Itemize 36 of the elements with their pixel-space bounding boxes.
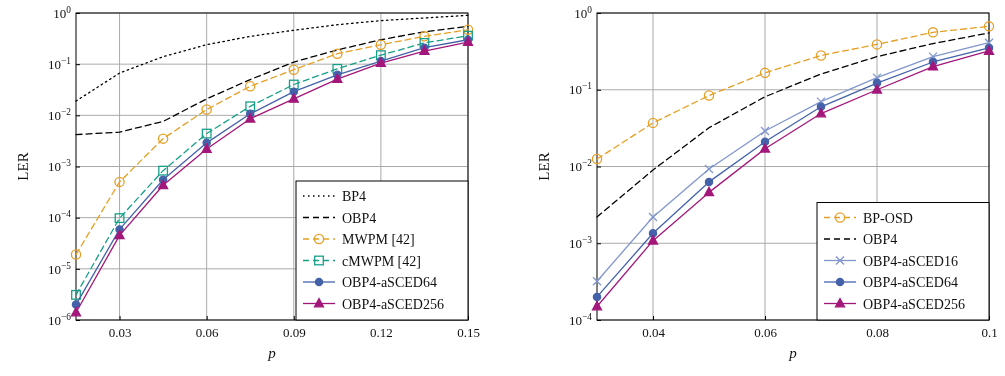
y-tick-label: 10$^{−6}$ bbox=[48, 311, 72, 328]
legend-label: OBP4-aSCED16 bbox=[863, 253, 958, 269]
y-tick-label: 10$^{−2}$ bbox=[48, 106, 72, 123]
x-tick-label: 0.1 bbox=[981, 325, 998, 341]
y-tick-label: 10$^{0}$ bbox=[574, 4, 593, 21]
y-tick-label: 10$^{−4}$ bbox=[569, 311, 593, 328]
legend-label: OBP4 bbox=[342, 210, 377, 226]
x-tick-label: 0.08 bbox=[866, 325, 889, 341]
x-axis-title: p bbox=[267, 345, 277, 361]
legend-label: MWPM [42] bbox=[342, 232, 415, 247]
x-tick-label: 0.09 bbox=[282, 325, 306, 341]
y-tick-label: 10$^{−3}$ bbox=[569, 234, 593, 251]
legend-label: OBP4 bbox=[863, 232, 898, 247]
y-tick-label: 10$^{−2}$ bbox=[569, 158, 593, 175]
y-tick-label: 10$^{−1}$ bbox=[48, 55, 72, 72]
legend-label: OBP4-aSCED256 bbox=[863, 296, 965, 312]
x-tick-label: 0.04 bbox=[642, 325, 666, 341]
x-tick-label: 0.12 bbox=[370, 325, 393, 341]
legend-label: cMWPM [42] bbox=[342, 253, 421, 269]
y-axis-title: LER bbox=[536, 152, 552, 181]
x-tick-label: 0.03 bbox=[108, 325, 132, 341]
legend-label: BP-OSD bbox=[863, 210, 913, 226]
legend-label: OBP4-aSCED64 bbox=[863, 275, 958, 290]
legend-label: OBP4-aSCED64 bbox=[342, 275, 437, 290]
y-tick-label: 10$^{0}$ bbox=[53, 4, 72, 21]
y-tick-label: 10$^{−4}$ bbox=[48, 209, 72, 226]
x-tick-label: 0.15 bbox=[457, 325, 480, 341]
legend-label: BP4 bbox=[342, 189, 367, 204]
y-tick-label: 10$^{−5}$ bbox=[48, 260, 72, 277]
y-tick-label: 10$^{−1}$ bbox=[569, 81, 593, 98]
y-tick-label: 10$^{−3}$ bbox=[48, 158, 72, 175]
x-tick-label: 0.06 bbox=[754, 325, 778, 341]
x-axis-title: p bbox=[788, 345, 798, 361]
legend-label: OBP4-aSCED256 bbox=[342, 296, 444, 312]
x-tick-label: 0.06 bbox=[195, 325, 220, 341]
y-axis-title: LER bbox=[15, 152, 31, 181]
